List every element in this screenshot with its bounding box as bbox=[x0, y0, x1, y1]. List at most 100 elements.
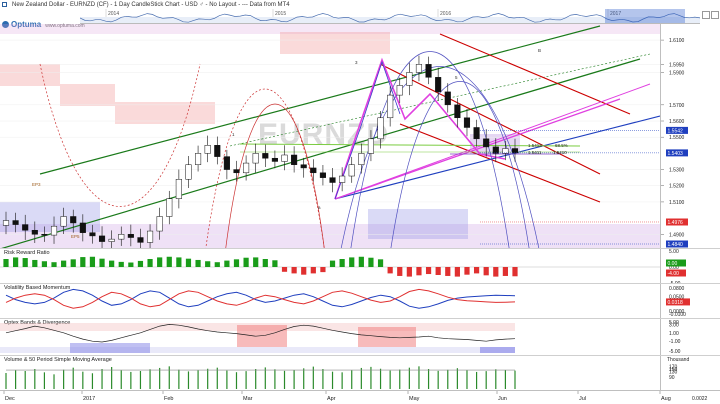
rrr-chart[interactable] bbox=[0, 249, 660, 283]
overview-year-label: 2015 bbox=[275, 11, 286, 17]
rrr-bar bbox=[502, 267, 508, 276]
wave-label: a bbox=[318, 205, 321, 210]
vbm-chart[interactable] bbox=[0, 284, 660, 318]
panel-divider[interactable] bbox=[0, 283, 720, 284]
candle-body bbox=[377, 117, 384, 140]
x-axis-corner-label: 0.0022 bbox=[692, 396, 708, 402]
price-axis-label: 1.5950 bbox=[669, 62, 685, 68]
chart-window-icon bbox=[2, 2, 7, 7]
volume-axis-label: 130 bbox=[669, 370, 678, 376]
rrr-tag bbox=[666, 259, 686, 267]
price-tag bbox=[666, 126, 688, 134]
optex-divergence-zone bbox=[70, 343, 150, 353]
time-axis[interactable]: Dec 2017 Feb Mar Apr May Jun Jul Aug 0.0022 bbox=[0, 390, 720, 404]
rrr-bar bbox=[51, 262, 57, 267]
volume-axis-label: 90 bbox=[669, 375, 675, 381]
candle-body bbox=[396, 85, 403, 96]
candle-body bbox=[339, 175, 346, 183]
price-chart[interactable]: 68.5% 1.5413 1.5411 1.5410 1 3 5 Ba EP3 EP5 bbox=[0, 24, 660, 248]
rrr-bar bbox=[329, 260, 336, 267]
price-tag-label: 1.5403 bbox=[668, 151, 684, 157]
vbm-panel[interactable]: Volatility Based Momentum bbox=[0, 284, 660, 318]
rrr-bar bbox=[406, 267, 412, 277]
rrr-bar bbox=[13, 257, 19, 267]
rrr-bar bbox=[128, 262, 134, 267]
logo-url: www.optuma.com bbox=[45, 23, 84, 29]
candle-body bbox=[473, 127, 480, 140]
price-axis-label: 1.6100 bbox=[669, 38, 685, 44]
wave-zigzag-blue bbox=[334, 60, 401, 200]
rrr-bar bbox=[176, 257, 182, 267]
rrr-bar bbox=[80, 257, 86, 267]
time-axis-labels: Dec 2017 Feb Mar Apr May Jun Jul Aug 0.0022 bbox=[3, 391, 708, 402]
optex-panel[interactable]: Optex Bands & Divergence bbox=[0, 319, 660, 355]
rrr-bar bbox=[262, 259, 268, 267]
red-band-arc bbox=[39, 63, 201, 207]
resistance-zone bbox=[115, 102, 215, 124]
rrr-axis-ticks: 5.000.00-5.000.00-4.00 bbox=[666, 249, 686, 283]
rrr-panel-title: Risk Reward Ratio bbox=[4, 250, 50, 256]
rrr-bar bbox=[89, 256, 96, 267]
candle-body bbox=[223, 156, 230, 170]
optex-chart[interactable] bbox=[0, 319, 660, 355]
candle-body bbox=[511, 148, 519, 154]
fib-label: 1.5411 bbox=[528, 150, 542, 155]
window-title: New Zealand Dollar - EURNZD (CF) - 1 Day… bbox=[12, 2, 290, 8]
candle-body bbox=[175, 179, 182, 199]
rrr-bar bbox=[320, 267, 326, 273]
price-axis-label: 1.5700 bbox=[669, 103, 685, 109]
rrr-bar bbox=[425, 267, 432, 275]
volume-panel[interactable]: Volume & 50 Period Simple Moving Average bbox=[0, 356, 660, 390]
volume-axis: Thousand 170 150 130 90 bbox=[660, 356, 720, 390]
red-channel-middle bbox=[379, 63, 601, 175]
panel-divider[interactable] bbox=[0, 248, 720, 249]
overview-year-label: 2014 bbox=[108, 11, 119, 17]
volume-axis-label: 170 bbox=[669, 364, 678, 370]
logo-area: Optuma www.optuma.com bbox=[0, 9, 85, 29]
vbm-axis: 0.0800 0.0500 0.0318 0.0000 -0.0100 bbox=[660, 284, 720, 318]
wave-label: 3 bbox=[355, 60, 358, 65]
rrr-bar bbox=[224, 260, 230, 267]
overview-navigator[interactable]: 2014 2015 2016 2017 bbox=[80, 9, 700, 24]
price-axis-label: 1.5600 bbox=[669, 119, 685, 125]
panel-divider[interactable] bbox=[0, 318, 720, 319]
magenta-trendline bbox=[334, 98, 621, 200]
optex-axis-label: 1.00 bbox=[669, 331, 679, 337]
x-axis-label: Aug bbox=[661, 396, 671, 402]
rrr-panel[interactable]: Risk Reward Ratio bbox=[0, 249, 660, 283]
rrr-axis-label: 0.00 bbox=[669, 265, 679, 271]
volume-chart[interactable] bbox=[0, 356, 660, 390]
overview-scroll-left-button[interactable] bbox=[702, 11, 710, 19]
rrr-bar bbox=[483, 267, 489, 276]
overview-scroll-right-button[interactable] bbox=[711, 11, 719, 19]
rrr-bar bbox=[397, 267, 403, 276]
x-axis-label: Apr bbox=[327, 396, 336, 402]
rrr-bar bbox=[70, 259, 76, 267]
overview-year-label: 2016 bbox=[440, 11, 451, 17]
price-axis[interactable]: 1.6100 1.5950 1.5900 1.5700 1.5600 1.5500 1.53… bbox=[660, 24, 720, 248]
x-axis-label: Jul bbox=[579, 396, 586, 402]
candle-body bbox=[108, 238, 115, 242]
candle-body bbox=[89, 232, 96, 237]
optex-axis-label: -5.00 bbox=[669, 349, 681, 355]
candle-body bbox=[425, 64, 432, 78]
vbm-axis-label: 0.0500 bbox=[669, 295, 685, 301]
price-axis-label: 1.5200 bbox=[669, 184, 685, 190]
price-axis-label: 1.5900 bbox=[669, 70, 685, 76]
overview-price-line bbox=[80, 13, 700, 23]
panel-divider[interactable] bbox=[0, 355, 720, 356]
rrr-bar bbox=[339, 259, 345, 267]
green-channel-lower bbox=[1, 58, 641, 248]
rrr-bar bbox=[205, 261, 211, 267]
vbm-axis-label: -0.0100 bbox=[669, 312, 686, 318]
symbol-watermark: EURNZD bbox=[258, 118, 389, 151]
rrr-bar bbox=[157, 257, 163, 267]
overview-chart[interactable]: 2014 2015 2016 2017 bbox=[80, 9, 700, 23]
price-tag-label: 1.4840 bbox=[668, 242, 684, 248]
volume-panel-title: Volume & 50 Period Simple Moving Average bbox=[4, 357, 112, 363]
candle-body bbox=[147, 230, 154, 243]
rrr-bar bbox=[166, 256, 172, 267]
red-band-arc bbox=[225, 103, 325, 248]
